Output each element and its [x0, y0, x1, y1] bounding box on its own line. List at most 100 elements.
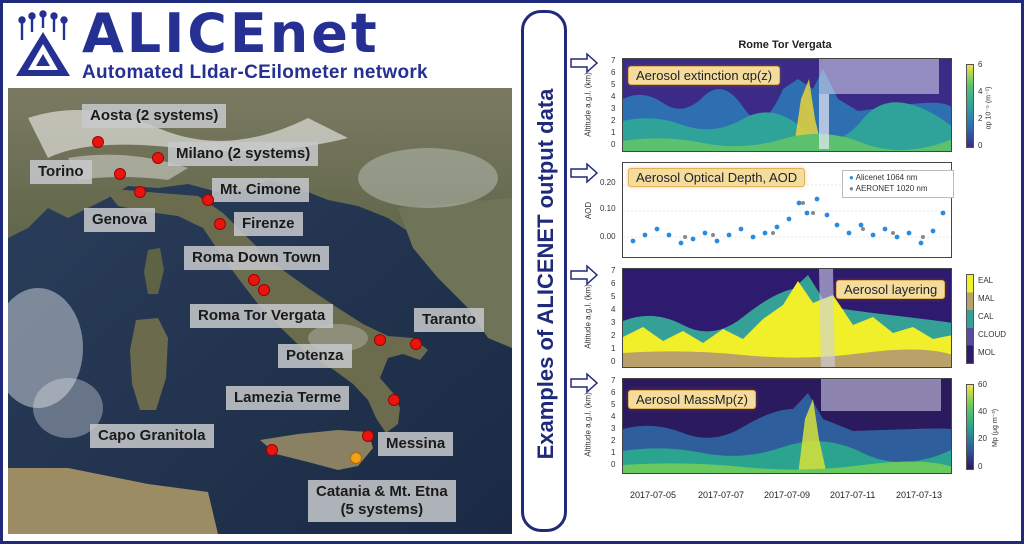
- layering-class: MAL: [978, 294, 995, 303]
- mass-ytick: 1: [611, 448, 616, 457]
- extinction-ytick: 1: [611, 128, 616, 137]
- site-dot-potenza: [374, 334, 386, 346]
- mass-heatmap: [623, 379, 951, 473]
- layering-ytick: 4: [611, 305, 616, 314]
- alicenet-logo-icon: [12, 10, 74, 80]
- network-subtitle: Automated LIdar-CEilometer network: [82, 62, 428, 83]
- banner-label: Examples of ALICENET output data: [533, 88, 558, 460]
- site-label-roma-down-town: Roma Down Town: [184, 246, 329, 270]
- layering-class: MOL: [978, 348, 996, 357]
- site-label-catania-note: (5 systems): [340, 501, 424, 518]
- mass-cbar-tick: 0: [978, 462, 983, 471]
- aod-legend-item: ● AERONET 1020 nm: [849, 184, 928, 193]
- aod-legend-item: ● Alicenet 1064 nm: [849, 173, 918, 182]
- extinction-cbar-label: αp 10⁻⁵ (m⁻¹): [985, 86, 993, 130]
- mass-ytick: 2: [611, 436, 616, 445]
- mass-ytick: 5: [611, 400, 616, 409]
- header: ALICEnet Automated LIdar-CEilometer netw…: [6, 2, 512, 84]
- layering-ytick: 0: [611, 357, 616, 366]
- aod-legend-aeronet: AERONET 1020 nm: [855, 184, 928, 193]
- extinction-ylabel: Altitude a.g.l. (km): [583, 72, 593, 137]
- layering-ytick: 2: [611, 331, 616, 340]
- site-label-milano: Milano (2 systems): [168, 142, 319, 166]
- italy-satellite-map: Aosta (2 systems) Milano (2 systems) Tor…: [8, 88, 512, 534]
- mass-cbar-tick: 60: [978, 380, 987, 389]
- layering-ytick: 7: [611, 266, 616, 275]
- mass-colorbar: [966, 384, 974, 470]
- mass-ytick: 4: [611, 412, 616, 421]
- site-dot-capo-granitola: [266, 444, 278, 456]
- extinction-colorbar: [966, 64, 974, 148]
- site-dot-lamezia-terme: [388, 394, 400, 406]
- layering-ytick: 3: [611, 318, 616, 327]
- date-tick: 2017-07-13: [896, 490, 943, 500]
- date-tick: 2017-07-07: [698, 490, 745, 500]
- layering-colorbar: [966, 274, 974, 364]
- site-dot-catania-etna: [350, 452, 362, 464]
- site-label-capo-granitola: Capo Granitola: [90, 424, 214, 448]
- layering-ytick: 6: [611, 279, 616, 288]
- arrow-right-icon: [570, 264, 599, 286]
- extinction-cbar-tick: 6: [978, 60, 983, 69]
- date-tick: 2017-07-09: [764, 490, 811, 500]
- extinction-ytick: 6: [611, 68, 616, 77]
- mass-cbar-label: Mp (μg m⁻³): [992, 408, 1000, 448]
- site-label-potenza: Potenza: [278, 344, 352, 368]
- mass-tag: Aerosol MassMp(z): [628, 390, 756, 409]
- site-dot-roma-down-town: [248, 274, 260, 286]
- site-dot-aosta: [92, 136, 104, 148]
- site-label-roma-tor-vergata: Roma Tor Vergata: [190, 304, 334, 328]
- site-dot-genova: [134, 186, 146, 198]
- arrow-right-icon: [570, 162, 599, 184]
- extinction-cbar-tick: 4: [978, 87, 983, 96]
- mass-ytick: 0: [611, 460, 616, 469]
- site-dot-torino: [114, 168, 126, 180]
- layering-class: CLOUD: [978, 330, 1007, 339]
- extinction-cbar-tick: 2: [978, 114, 983, 123]
- layering-class: CAL: [978, 312, 994, 321]
- site-dot-taranto: [410, 338, 422, 350]
- extinction-ytick: 7: [611, 56, 616, 65]
- brand-title: ALICEnet: [82, 2, 380, 65]
- mass-cbar-tick: 40: [978, 407, 987, 416]
- extinction-cbar-tick: 0: [978, 141, 983, 150]
- site-dot-mt-cimone: [202, 194, 214, 206]
- extinction-ytick: 5: [611, 80, 616, 89]
- site-label-torino: Torino: [30, 160, 92, 184]
- aod-legend-alicenet: Alicenet 1064 nm: [855, 173, 918, 182]
- extinction-ytick: 3: [611, 104, 616, 113]
- site-label-catania-name: Catania & Mt. Etna: [316, 483, 448, 500]
- site-label-lamezia-terme: Lamezia Terme: [226, 386, 350, 410]
- layering-ytick: 1: [611, 344, 616, 353]
- mass-ytick: 3: [611, 424, 616, 433]
- extinction-tag: Aerosol extinction αp(z): [628, 66, 781, 85]
- mass-ytick: 7: [611, 376, 616, 385]
- aod-ytick: 0.00: [600, 232, 616, 241]
- arrow-right-icon: [570, 372, 599, 394]
- layering-ylabel: Altitude a.g.l. (km): [583, 284, 593, 349]
- site-label-taranto: Taranto: [414, 308, 484, 332]
- plots-title: Rome Tor Vergata: [738, 39, 832, 51]
- site-dot-roma-tor-vergata: [258, 284, 270, 296]
- mass-ylabel: Altitude a.g.l. (km): [583, 392, 593, 457]
- aod-legend: ● Alicenet 1064 nm ● AERONET 1020 nm: [842, 170, 954, 198]
- layering-ytick: 5: [611, 292, 616, 301]
- aod-ytick: 0.10: [600, 204, 616, 213]
- site-label-catania-etna: Catania & Mt. Etna (5 systems): [308, 480, 456, 522]
- site-dot-messina: [362, 430, 374, 442]
- layering-class: EAL: [978, 276, 994, 285]
- aod-tag: Aerosol Optical Depth, AOD: [628, 168, 806, 187]
- aod-ytick: 0.20: [600, 178, 616, 187]
- site-dot-milano: [152, 152, 164, 164]
- site-label-messina: Messina: [378, 432, 454, 456]
- site-label-genova: Genova: [84, 208, 156, 232]
- date-tick: 2017-07-11: [830, 490, 876, 500]
- extinction-ytick: 0: [611, 140, 616, 149]
- mass-ytick: 6: [611, 388, 616, 397]
- output-banner: Examples of ALICENET output data: [521, 10, 567, 532]
- mass-cbar-tick: 20: [978, 434, 987, 443]
- site-label-aosta: Aosta (2 systems): [82, 104, 227, 128]
- extinction-ytick: 2: [611, 116, 616, 125]
- extinction-ytick: 4: [611, 92, 616, 101]
- date-tick: 2017-07-05: [630, 490, 677, 500]
